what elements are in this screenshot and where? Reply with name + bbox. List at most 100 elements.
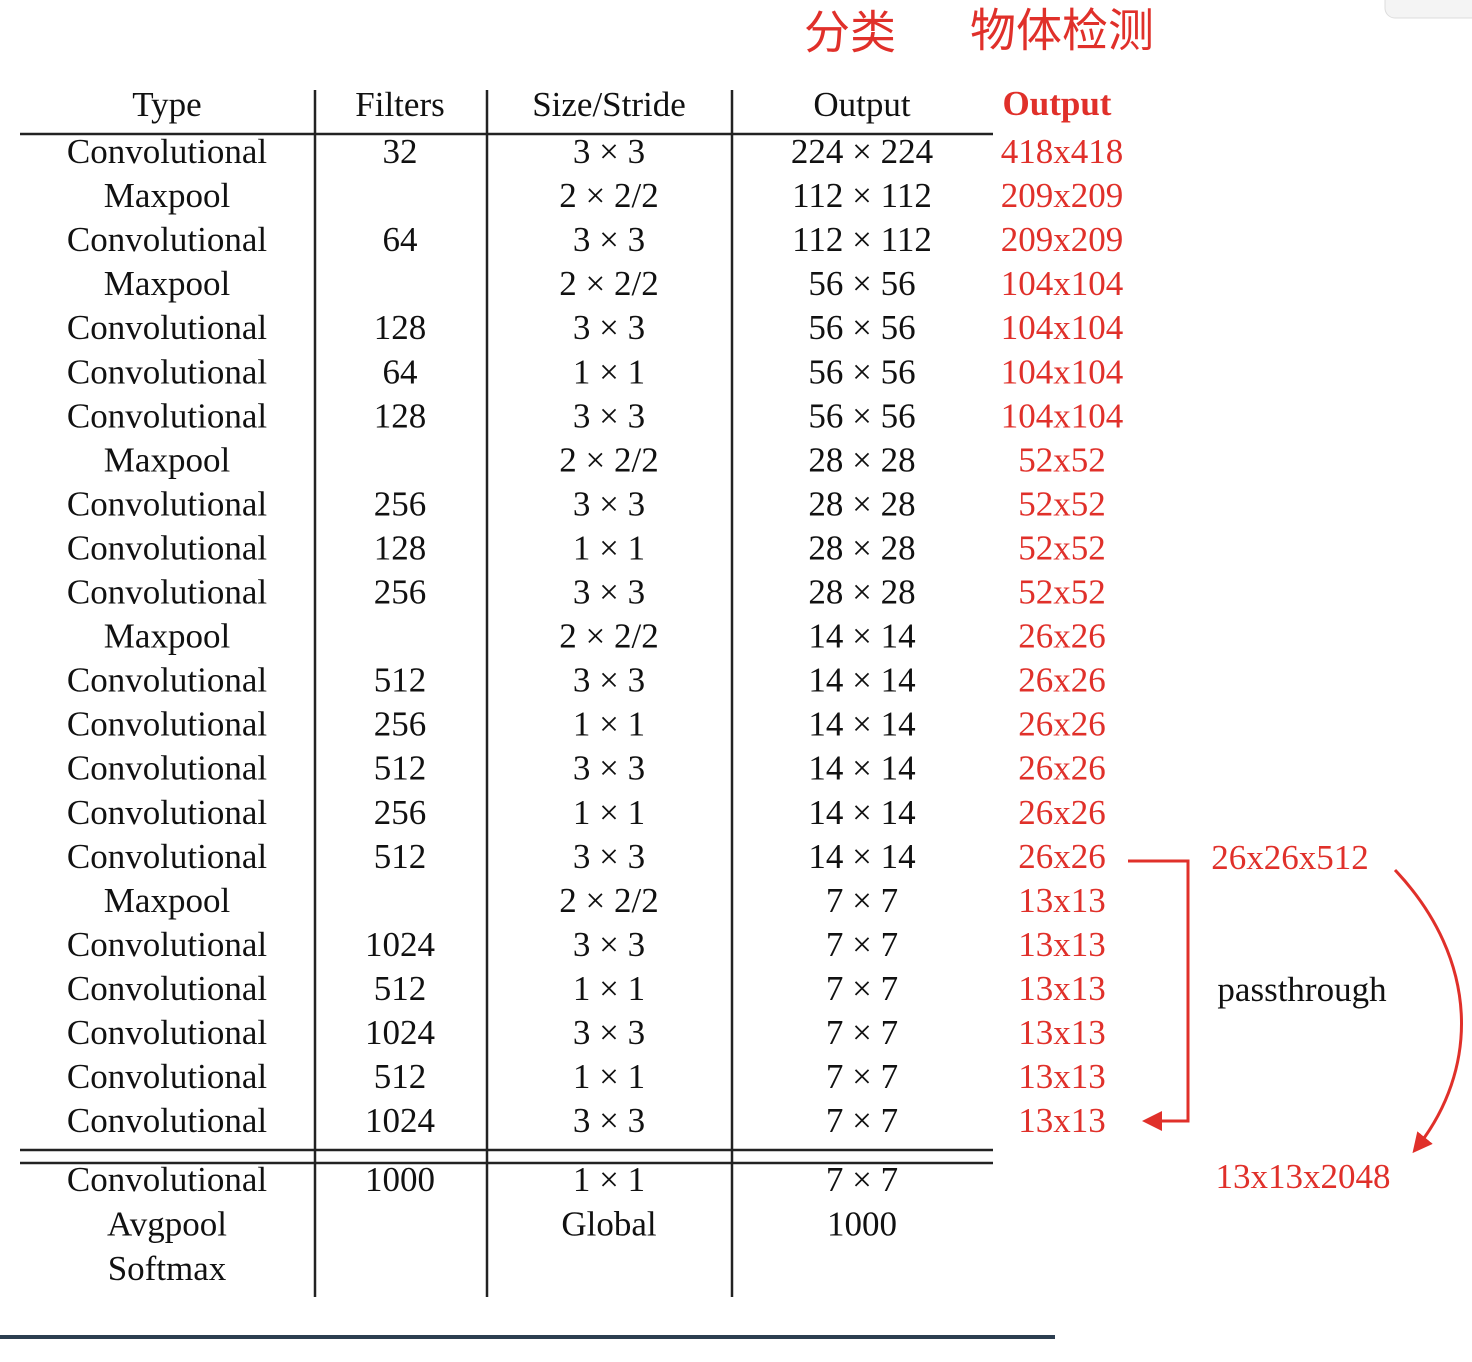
cell-size: 2 × 2/2 <box>559 176 658 215</box>
cell-size: 1 × 1 <box>573 1160 645 1199</box>
cell-filters: 1000 <box>365 1160 435 1199</box>
cell-size: 3 × 3 <box>573 396 645 435</box>
cell-yolo: 13x13 <box>1018 881 1106 920</box>
cell-type: Convolutional <box>67 1101 268 1140</box>
cell-size: 3 × 3 <box>573 308 645 347</box>
cell-filters: 1024 <box>365 1013 435 1052</box>
cell-yolo: 13x13 <box>1018 969 1106 1008</box>
cell-output: 7 × 7 <box>826 1013 898 1052</box>
reshape-arrow <box>1393 868 1463 1154</box>
header-output: Output <box>813 85 911 124</box>
cell-size: 3 × 3 <box>573 749 645 788</box>
cell-size: 3 × 3 <box>573 132 645 171</box>
cell-filters: 128 <box>374 528 427 567</box>
cell-size: 1 × 1 <box>573 1057 645 1096</box>
cell-filters: 64 <box>383 220 418 259</box>
cell-type: Softmax <box>108 1249 227 1288</box>
heading-classification: 分类 <box>804 6 896 60</box>
cell-output: 7 × 7 <box>826 1057 898 1096</box>
cell-yolo: 209x209 <box>1001 220 1124 259</box>
cell-yolo: 13x13 <box>1018 1057 1106 1096</box>
cell-size: 1 × 1 <box>573 705 645 744</box>
cell-filters: 512 <box>374 969 427 1008</box>
cell-output: 112 × 112 <box>792 176 932 215</box>
cell-filters: 512 <box>374 661 427 700</box>
cell-output: 28 × 28 <box>808 440 915 479</box>
cell-yolo: 26x26 <box>1018 617 1106 656</box>
cell-output: 14 × 14 <box>808 793 915 832</box>
cell-type: Convolutional <box>67 925 268 964</box>
cell-filters: 128 <box>374 308 427 347</box>
cell-size: 3 × 3 <box>573 484 645 523</box>
cell-type: Convolutional <box>67 132 268 171</box>
cell-type: Avgpool <box>107 1205 227 1244</box>
cell-output: 14 × 14 <box>808 749 915 788</box>
cell-type: Convolutional <box>67 705 268 744</box>
cell-yolo: 104x104 <box>1001 308 1124 347</box>
cell-filters: 512 <box>374 1057 427 1096</box>
cell-size: 3 × 3 <box>573 837 645 876</box>
cell-yolo: 104x104 <box>1001 264 1124 303</box>
cell-yolo: 52x52 <box>1018 528 1106 567</box>
window-corner <box>1384 0 1472 19</box>
cell-type: Convolutional <box>67 969 268 1008</box>
cell-yolo: 26x26 <box>1018 661 1106 700</box>
cell-size: 3 × 3 <box>573 220 645 259</box>
cell-yolo: 52x52 <box>1018 484 1106 523</box>
cell-yolo: 13x13 <box>1018 925 1106 964</box>
cell-output: 56 × 56 <box>808 396 915 435</box>
cell-type: Convolutional <box>67 1160 268 1199</box>
cell-output: 28 × 28 <box>808 528 915 567</box>
cell-filters: 32 <box>383 132 418 171</box>
cell-size: Global <box>561 1205 657 1244</box>
cell-output: 28 × 28 <box>808 484 915 523</box>
passthrough-output: 13x13x2048 <box>1216 1157 1391 1196</box>
cell-type: Maxpool <box>104 176 231 215</box>
cell-size: 2 × 2/2 <box>559 264 658 303</box>
cell-filters: 64 <box>383 352 418 391</box>
cell-output: 56 × 56 <box>808 308 915 347</box>
passthrough-label: passthrough <box>1217 970 1387 1009</box>
cell-filters: 128 <box>374 396 427 435</box>
cell-type: Convolutional <box>67 528 268 567</box>
cell-yolo: 52x52 <box>1018 440 1106 479</box>
cell-yolo: 418x418 <box>1001 132 1124 171</box>
cell-type: Maxpool <box>104 881 231 920</box>
table-body: Convolutional 32 3 × 3 224 × 224 418x418 Maxp… <box>67 132 1123 1288</box>
cell-size: 3 × 3 <box>573 1101 645 1140</box>
cell-output: 7 × 7 <box>826 969 898 1008</box>
cell-output: 1000 <box>827 1205 897 1244</box>
cell-output: 14 × 14 <box>808 661 915 700</box>
cell-type: Convolutional <box>67 396 268 435</box>
passthrough-bracket <box>1128 859 1190 1131</box>
cell-filters: 512 <box>374 749 427 788</box>
cell-type: Convolutional <box>67 749 268 788</box>
cell-size: 1 × 1 <box>573 528 645 567</box>
cell-output: 56 × 56 <box>808 352 915 391</box>
cell-filters: 1024 <box>365 925 435 964</box>
cell-yolo: 104x104 <box>1001 352 1124 391</box>
heading-detection: 物体检测 <box>970 4 1154 58</box>
cell-yolo: 52x52 <box>1018 573 1106 612</box>
header-type: Type <box>132 85 201 124</box>
cell-yolo: 26x26 <box>1018 837 1106 876</box>
cell-output: 7 × 7 <box>826 1160 898 1199</box>
cell-type: Convolutional <box>67 1013 268 1052</box>
cell-type: Convolutional <box>67 308 268 347</box>
cell-type: Convolutional <box>67 484 268 523</box>
cell-size: 3 × 3 <box>573 573 645 612</box>
cell-yolo: 13x13 <box>1018 1013 1106 1052</box>
cell-output: 56 × 56 <box>808 264 915 303</box>
header-filters: Filters <box>355 85 444 124</box>
cell-size: 1 × 1 <box>573 352 645 391</box>
cell-filters: 256 <box>374 484 427 523</box>
cell-yolo: 13x13 <box>1018 1101 1106 1140</box>
cell-output: 14 × 14 <box>808 705 915 744</box>
cell-output: 7 × 7 <box>826 881 898 920</box>
cell-type: Convolutional <box>67 220 268 259</box>
cell-yolo: 26x26 <box>1018 749 1106 788</box>
cell-type: Maxpool <box>104 264 231 303</box>
cell-filters: 256 <box>374 705 427 744</box>
cell-type: Maxpool <box>104 617 231 656</box>
